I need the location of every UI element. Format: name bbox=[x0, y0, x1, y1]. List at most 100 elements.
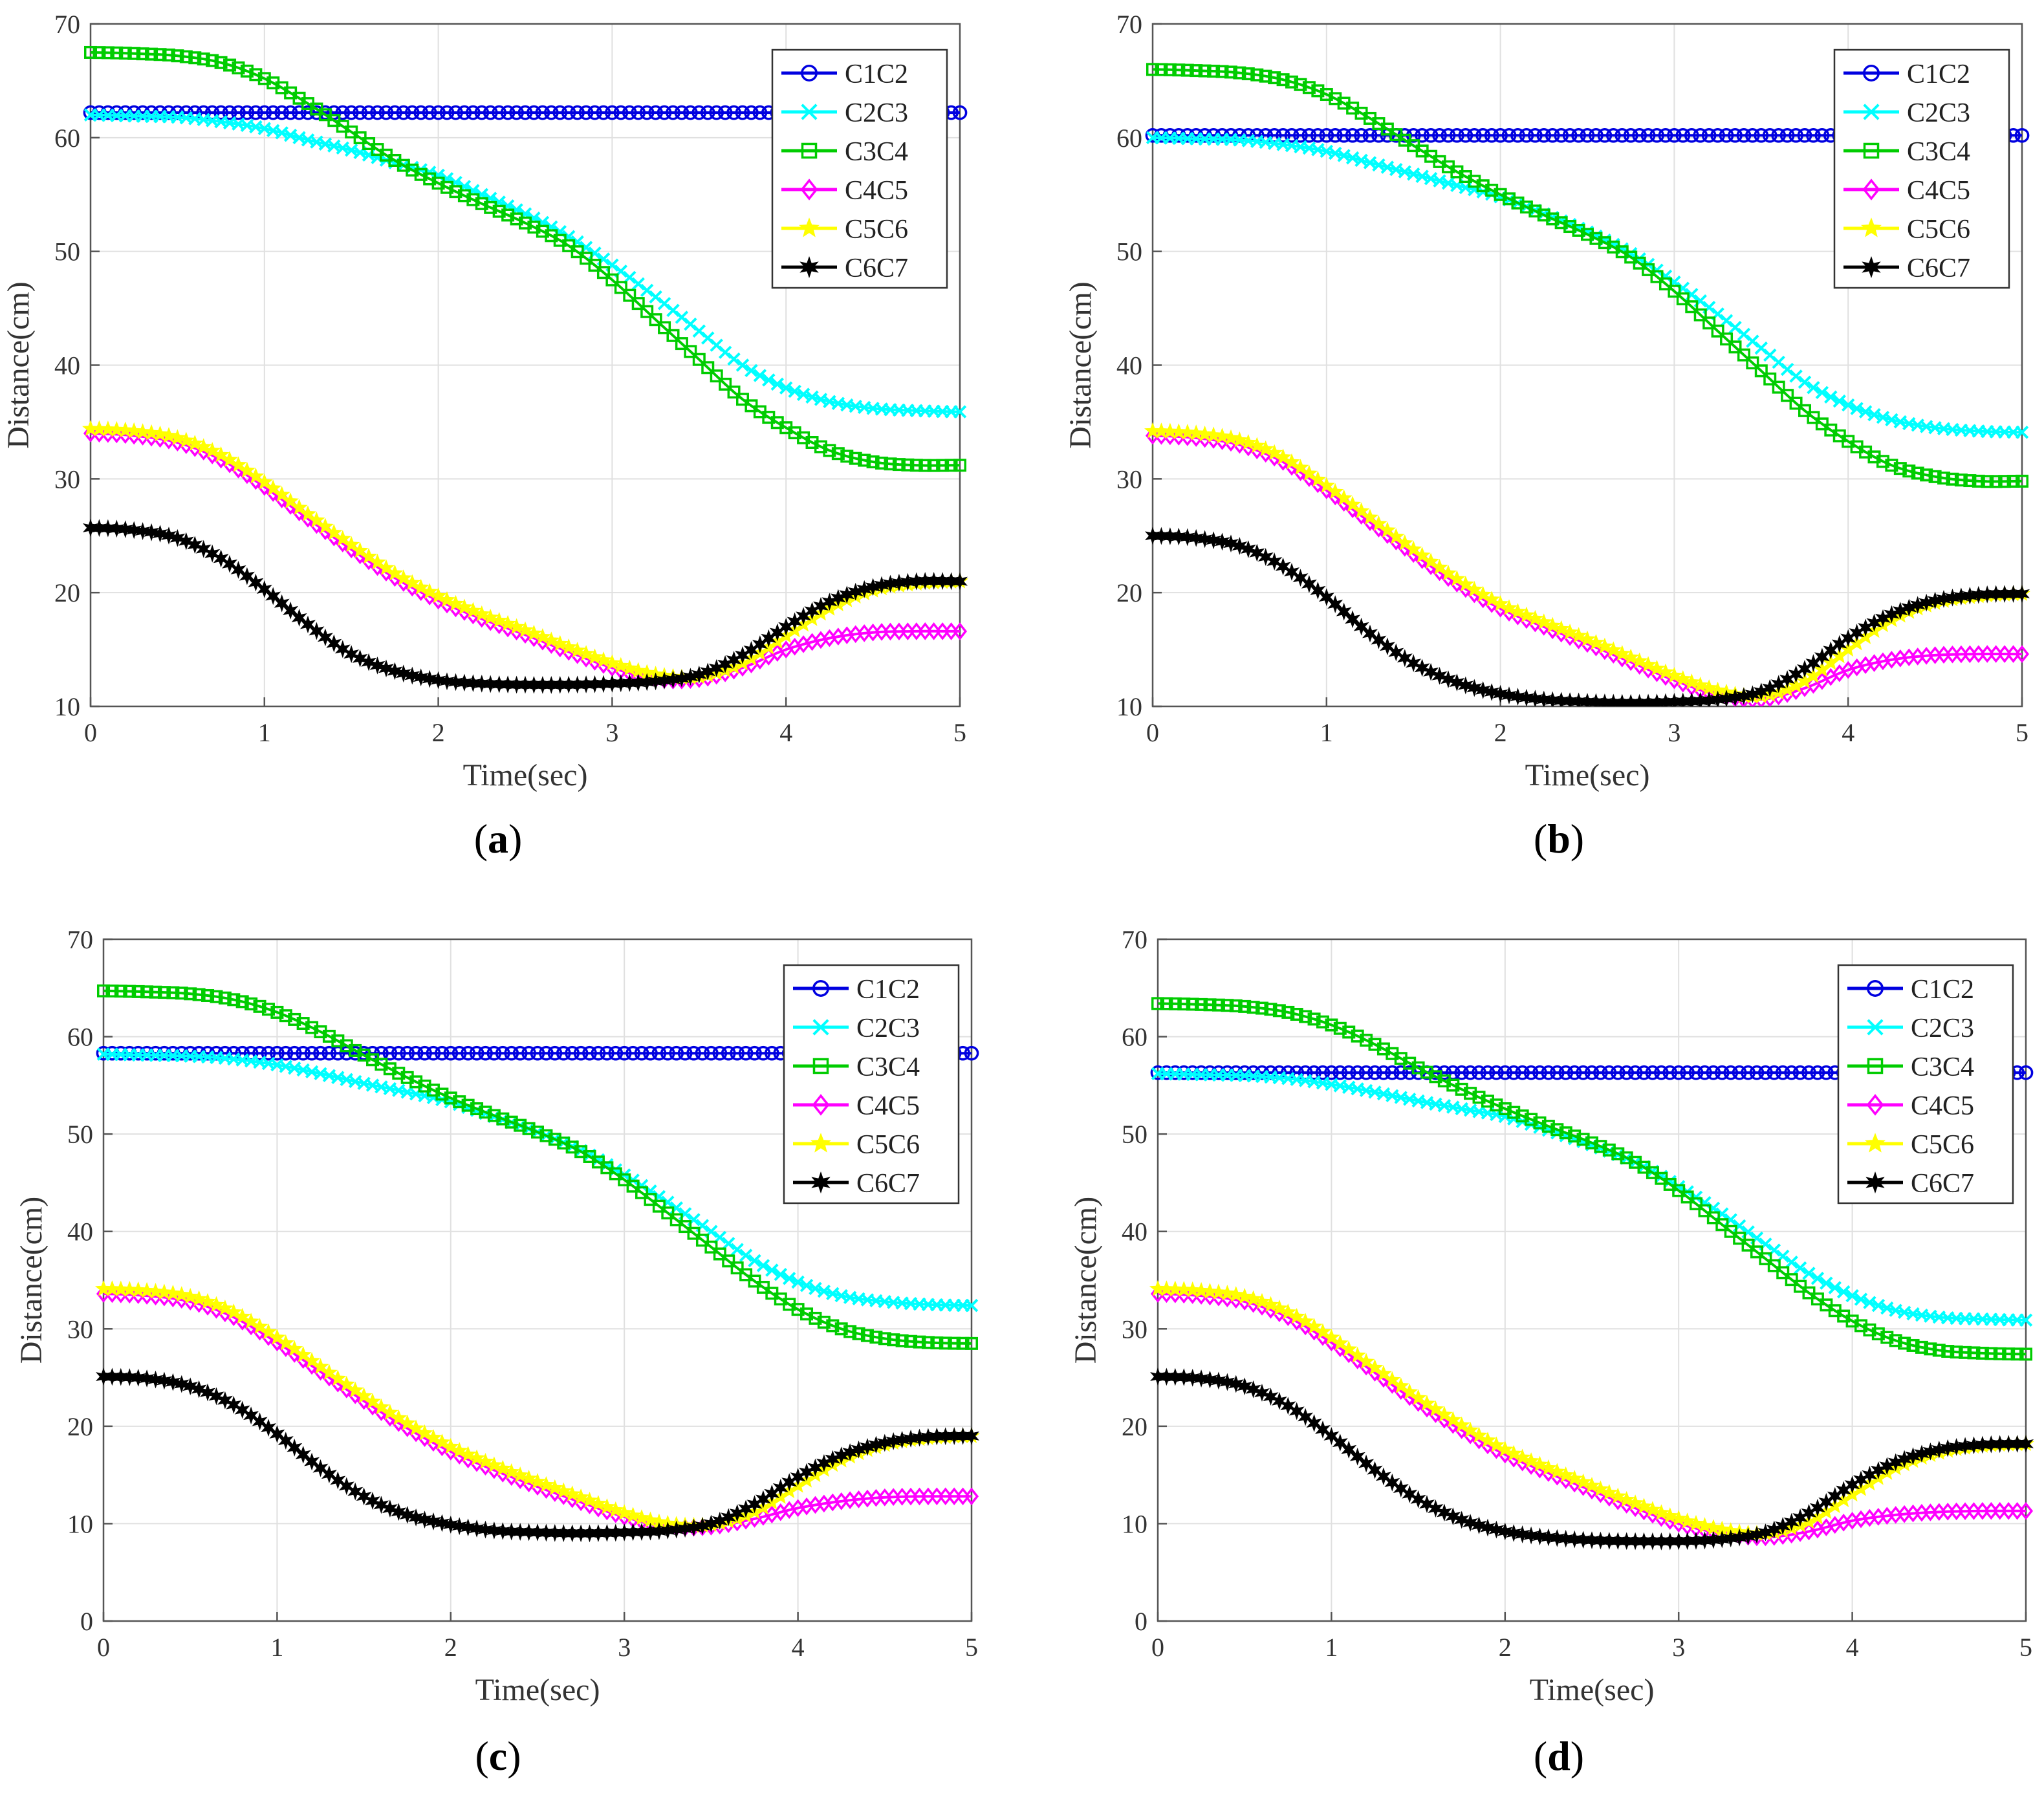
data-point bbox=[1567, 1530, 1583, 1549]
x-tick-label: 3 bbox=[618, 1633, 631, 1662]
data-point bbox=[1223, 534, 1239, 553]
data-point bbox=[538, 1476, 555, 1492]
data-point bbox=[512, 1045, 528, 1061]
data-point bbox=[296, 1045, 311, 1061]
data-point bbox=[964, 1045, 979, 1061]
data-point bbox=[326, 105, 342, 120]
data-point bbox=[268, 1329, 286, 1345]
data-point bbox=[329, 1369, 347, 1386]
data-point bbox=[1635, 1498, 1653, 1514]
data-point bbox=[561, 105, 576, 120]
legend-label: C4C5 bbox=[845, 176, 908, 206]
data-point bbox=[395, 569, 412, 585]
data-point bbox=[169, 429, 186, 446]
data-point bbox=[1589, 232, 1603, 245]
data-point bbox=[1514, 1448, 1531, 1465]
data-point bbox=[738, 1045, 754, 1061]
data-point bbox=[287, 1045, 302, 1061]
data-point bbox=[552, 105, 568, 120]
data-point bbox=[858, 453, 871, 467]
data-point bbox=[1481, 1095, 1494, 1108]
data-point bbox=[604, 675, 620, 693]
series-c3c4 bbox=[97, 984, 978, 1350]
data-point bbox=[1850, 402, 1864, 415]
data-point bbox=[929, 1427, 945, 1446]
data-point bbox=[509, 105, 524, 120]
data-point bbox=[501, 208, 515, 222]
data-point bbox=[1509, 603, 1527, 619]
data-point bbox=[1676, 292, 1690, 305]
data-point bbox=[84, 45, 97, 59]
data-point bbox=[482, 608, 499, 625]
data-point bbox=[1316, 1015, 1329, 1029]
data-point bbox=[1354, 127, 1369, 143]
data-point bbox=[1284, 127, 1299, 143]
legend-item-c5c6: C5C6 bbox=[793, 1130, 920, 1160]
data-point bbox=[382, 1045, 398, 1061]
data-point bbox=[1384, 1065, 1400, 1080]
data-point bbox=[1193, 1369, 1210, 1388]
data-point bbox=[679, 1220, 692, 1234]
data-point bbox=[648, 105, 663, 120]
legend: C1C2 C2C3 C3C4 C4C5 C5C6 C6C7 bbox=[1837, 964, 2014, 1204]
data-point bbox=[852, 1327, 865, 1340]
data-point bbox=[1546, 212, 1560, 226]
data-point bbox=[247, 467, 265, 484]
data-point bbox=[1379, 637, 1395, 656]
data-point bbox=[1611, 1147, 1625, 1160]
data-point bbox=[361, 105, 376, 120]
data-point bbox=[1371, 631, 1387, 649]
data-point bbox=[1711, 324, 1724, 338]
data-point bbox=[1632, 127, 1647, 143]
data-point bbox=[483, 675, 499, 693]
y-axis-label: Distance(cm) bbox=[1069, 1197, 1103, 1364]
data-point bbox=[1489, 1065, 1504, 1080]
data-point bbox=[177, 431, 195, 448]
data-point bbox=[1440, 564, 1457, 581]
data-point bbox=[1562, 692, 1578, 706]
data-point bbox=[1644, 1501, 1661, 1518]
data-point bbox=[1566, 1470, 1583, 1486]
data-point bbox=[1552, 620, 1570, 637]
y-tick-label: 70 bbox=[67, 925, 93, 954]
data-point bbox=[1219, 1285, 1236, 1301]
data-point bbox=[1928, 470, 1942, 483]
data-point bbox=[1562, 127, 1578, 143]
y-tick-label: 60 bbox=[1122, 1023, 1147, 1052]
data-point bbox=[1414, 659, 1430, 677]
data-point bbox=[530, 1523, 545, 1541]
data-point bbox=[926, 572, 942, 590]
data-point bbox=[569, 642, 586, 658]
data-point bbox=[1627, 1532, 1644, 1551]
data-point bbox=[1475, 127, 1491, 143]
data-point bbox=[149, 985, 162, 999]
data-point bbox=[147, 1370, 164, 1389]
data-point bbox=[1167, 1367, 1183, 1386]
data-point bbox=[1331, 1334, 1349, 1351]
caption-letter: a bbox=[488, 816, 508, 862]
data-point bbox=[326, 634, 342, 653]
data-point bbox=[710, 369, 723, 383]
data-point bbox=[1254, 1292, 1270, 1309]
legend-marker bbox=[1865, 1171, 1885, 1193]
data-point bbox=[1627, 1065, 1643, 1080]
data-point bbox=[355, 1387, 373, 1404]
data-point bbox=[1415, 127, 1430, 143]
data-point bbox=[1845, 1289, 1859, 1303]
data-point bbox=[1666, 666, 1683, 683]
x-axis-label: Time(sec) bbox=[463, 758, 588, 792]
data-point bbox=[1376, 1065, 1391, 1080]
data-point bbox=[598, 1498, 616, 1514]
data-point bbox=[1214, 532, 1230, 551]
data-point bbox=[955, 1427, 971, 1445]
data-point bbox=[1367, 1065, 1382, 1080]
data-point bbox=[1440, 670, 1457, 689]
data-point bbox=[1470, 1426, 1488, 1443]
data-point bbox=[1863, 1296, 1876, 1309]
legend-marker bbox=[1867, 1019, 1884, 1036]
data-point bbox=[347, 1381, 364, 1398]
data-point bbox=[1950, 1345, 1963, 1359]
data-point bbox=[343, 105, 359, 120]
data-point bbox=[1236, 1287, 1254, 1304]
